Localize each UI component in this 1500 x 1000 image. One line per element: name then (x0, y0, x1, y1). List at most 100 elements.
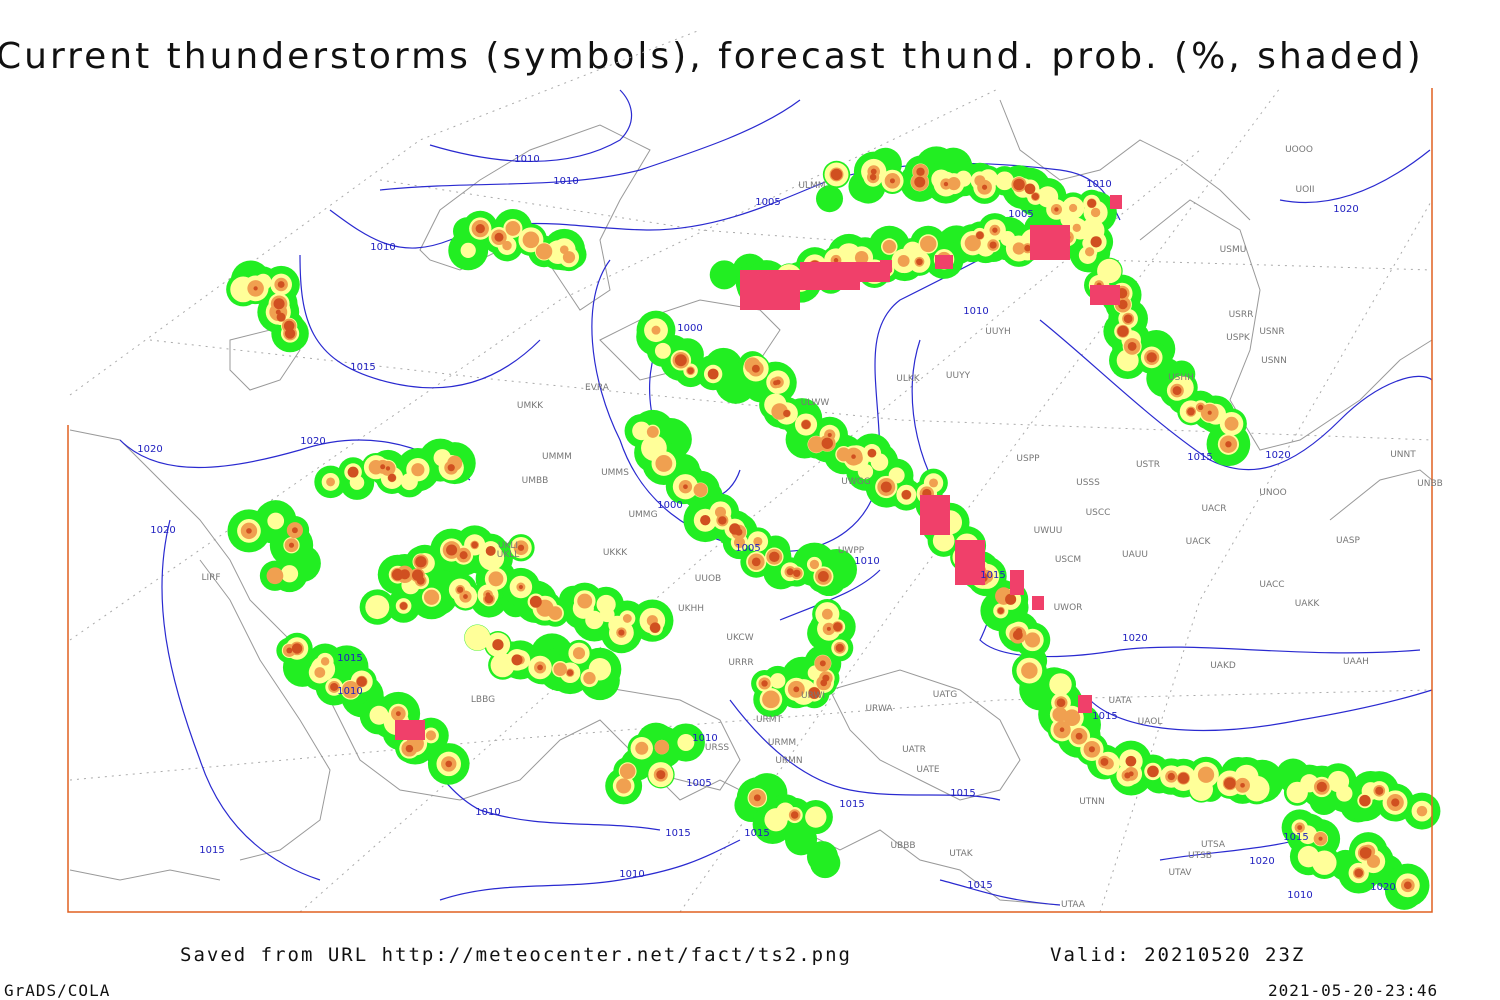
isobar-label: 1020 (150, 525, 175, 536)
probability-patch (475, 223, 485, 234)
probability-patch (857, 463, 874, 480)
probability-patch (425, 730, 437, 741)
probability-patch (819, 660, 826, 667)
probability-patch (1024, 632, 1041, 648)
probability-patch (635, 741, 649, 755)
probability-patch (929, 478, 939, 488)
probability-patch (562, 251, 576, 264)
probability-patch (707, 368, 719, 380)
probability-patch (1127, 342, 1137, 351)
station-label: UMMG (628, 510, 657, 520)
probability-patch (1146, 352, 1157, 363)
probability-patch (826, 626, 831, 631)
probability-patch (492, 639, 504, 651)
isobar-label: 1020 (1249, 856, 1274, 867)
thunderstorm-symbol (880, 260, 892, 272)
probability-patch (1177, 772, 1190, 784)
thunderstorm-symbol (395, 720, 425, 740)
probability-patch (1207, 410, 1212, 415)
station-label: UKLL (497, 550, 520, 560)
probability-patch (577, 593, 593, 609)
probability-patch (751, 557, 761, 567)
thunderstorm-symbol (920, 495, 950, 535)
isobar-label: 1015 (665, 828, 690, 839)
isobar-label: 1000 (677, 323, 702, 334)
probability-patch (821, 437, 833, 449)
probability-patch (995, 171, 1014, 191)
probability-patch (753, 794, 761, 802)
probability-patch (1366, 854, 1381, 868)
probability-patch (981, 184, 988, 190)
station-label: UACK (1186, 537, 1212, 547)
isobar-label: 1010 (514, 154, 539, 165)
probability-patch (1167, 772, 1175, 781)
isobar-label: 1010 (553, 176, 578, 187)
probability-patch (356, 676, 367, 687)
station-label: USHH (1168, 373, 1194, 383)
station-label: UATG (933, 690, 958, 700)
station-label: UUYH (985, 327, 1010, 337)
isobar-label: 1020 (1122, 633, 1147, 644)
probability-patch (1072, 223, 1081, 233)
probability-shading (226, 146, 1441, 910)
probability-patch (1375, 786, 1384, 795)
isobar-label: 1020 (1370, 882, 1395, 893)
probability-patch (773, 380, 779, 386)
probability-patch (821, 608, 833, 620)
probability-patch (522, 231, 540, 249)
station-label: UTSA (1201, 840, 1226, 850)
thunderstorm-symbol (1032, 596, 1044, 610)
probability-patch (246, 528, 252, 534)
isobar-label: 1015 (1187, 452, 1212, 463)
probability-patch (805, 806, 827, 828)
probability-patch (1005, 593, 1017, 605)
probability-patch (1197, 404, 1204, 411)
isobar-label: 1020 (300, 436, 325, 447)
station-label: UTAA (1061, 900, 1086, 910)
probability-patch (320, 657, 330, 666)
isobar-label: 1015 (967, 880, 992, 891)
probability-patch (517, 544, 525, 551)
probability-patch (753, 536, 763, 547)
probability-patch (488, 571, 504, 587)
probability-patch (976, 231, 984, 240)
probability-patch (649, 622, 661, 633)
probability-patch (1224, 416, 1239, 431)
probability-patch (1087, 198, 1097, 208)
probability-patch (1147, 765, 1159, 778)
probability-patch (882, 239, 897, 254)
probability-patch (1024, 244, 1031, 252)
probability-patch (457, 586, 464, 593)
station-label: URMT (756, 715, 783, 725)
probability-patch (1118, 299, 1128, 310)
thunderstorm-symbol (1090, 285, 1120, 305)
station-label: USNR (1259, 327, 1284, 337)
probability-patch (880, 481, 892, 493)
probability-patch (1100, 758, 1109, 766)
probability-patch (997, 607, 1004, 614)
probability-patch (646, 425, 659, 438)
thunderstorm-symbol (1078, 695, 1092, 713)
probability-patch (618, 629, 625, 636)
probability-patch (817, 571, 829, 582)
probability-patch (463, 594, 468, 599)
probability-patch (770, 673, 786, 689)
probability-patch (1063, 709, 1081, 726)
probability-patch (1052, 707, 1068, 722)
probability-patch (897, 254, 910, 267)
probability-patch (1225, 441, 1232, 448)
station-label: UKHH (678, 604, 704, 614)
probability-patch (1080, 218, 1105, 243)
probability-patch (622, 614, 632, 623)
station-label: UOOO (1285, 145, 1313, 155)
probability-patch (651, 325, 661, 335)
probability-patch (992, 227, 998, 233)
probability-patch (502, 240, 512, 251)
probability-patch (1365, 848, 1372, 855)
station-label: LIRF (201, 573, 220, 583)
probability-patch (1084, 247, 1095, 257)
station-label: UAKK (1295, 599, 1321, 609)
timestamp: 2021-05-20-23:46 (1268, 981, 1438, 1000)
probability-patch (989, 241, 997, 249)
probability-patch (511, 654, 523, 666)
